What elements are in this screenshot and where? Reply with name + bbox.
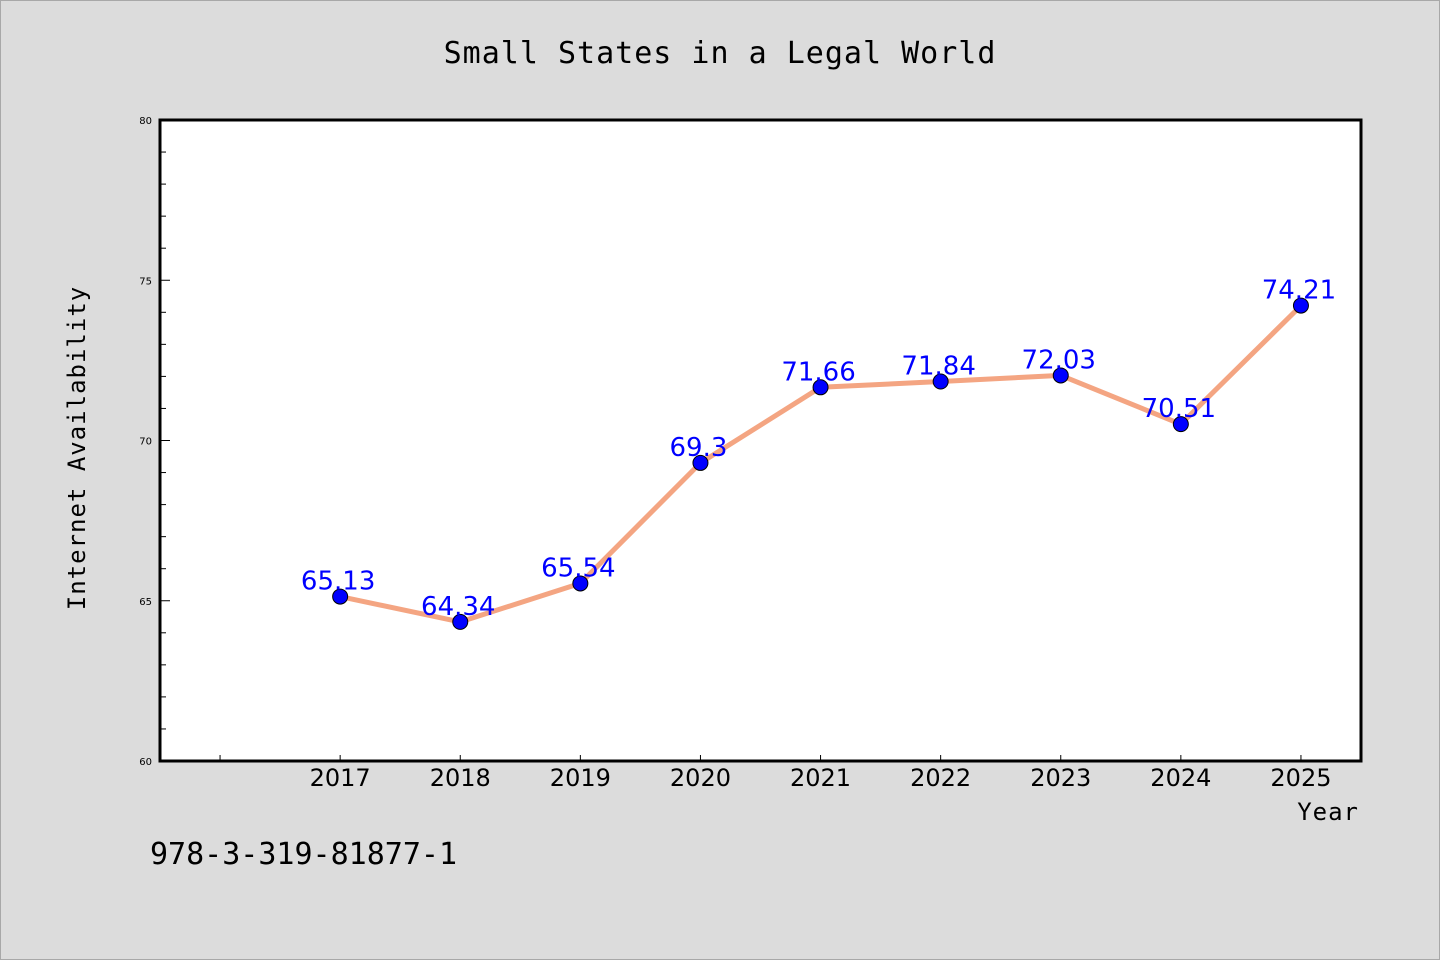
data-label: 64.34: [421, 592, 495, 622]
data-label: 69.3: [670, 433, 728, 463]
chart-title: Small States in a Legal World: [444, 36, 997, 71]
data-label: 74.21: [1262, 276, 1336, 306]
data-point: [1292, 297, 1309, 314]
series-internet-availability: 65.13 64.34 65.54 69.3 71.66 71.84 72.03 70.51 7…: [301, 276, 1336, 630]
data-point: [572, 575, 589, 592]
data-point: [1052, 367, 1069, 384]
x-tick-label: 2025: [1270, 764, 1331, 792]
x-tick-label: 2019: [550, 764, 611, 792]
y-axis-title: Internet Availability: [63, 286, 91, 610]
x-tick-label: 2022: [910, 764, 971, 792]
x-axis-title: Year: [1297, 798, 1359, 826]
x-tick-label: 2020: [670, 764, 731, 792]
data-point: [932, 373, 949, 390]
data-label: 70.51: [1142, 394, 1216, 424]
x-tick-label: 2021: [790, 764, 851, 792]
data-point: [692, 454, 709, 471]
y-tick-label: 70: [139, 437, 152, 448]
x-tick-label: 2018: [430, 764, 491, 792]
y-tick-label: 75: [139, 276, 152, 287]
y-tick-label: 80: [139, 116, 152, 127]
data-label: 71.66: [781, 357, 855, 387]
data-point: [812, 379, 829, 396]
data-point: [1172, 416, 1189, 433]
data-point: [452, 613, 469, 630]
data-label: 65.54: [541, 553, 615, 583]
plot-area: [158, 118, 1363, 763]
y-tick-label: 65: [139, 597, 152, 608]
x-tick-label: 2017: [310, 764, 371, 792]
data-label: 65.13: [301, 567, 375, 597]
data-label: 71.84: [901, 352, 975, 382]
footer-isbn: 978-3-319-81877-1: [150, 837, 457, 872]
data-point: [332, 588, 349, 605]
x-tick-label: 2024: [1150, 764, 1211, 792]
y-axis: 60 65 70 75 80: [139, 116, 170, 768]
x-axis: 2017 2018 2019 2020 2021 2022 2023 2024 2025: [219, 755, 1331, 792]
y-tick-label: 60: [139, 757, 152, 768]
x-tick-label: 2023: [1030, 764, 1091, 792]
data-label: 72.03: [1022, 345, 1096, 375]
